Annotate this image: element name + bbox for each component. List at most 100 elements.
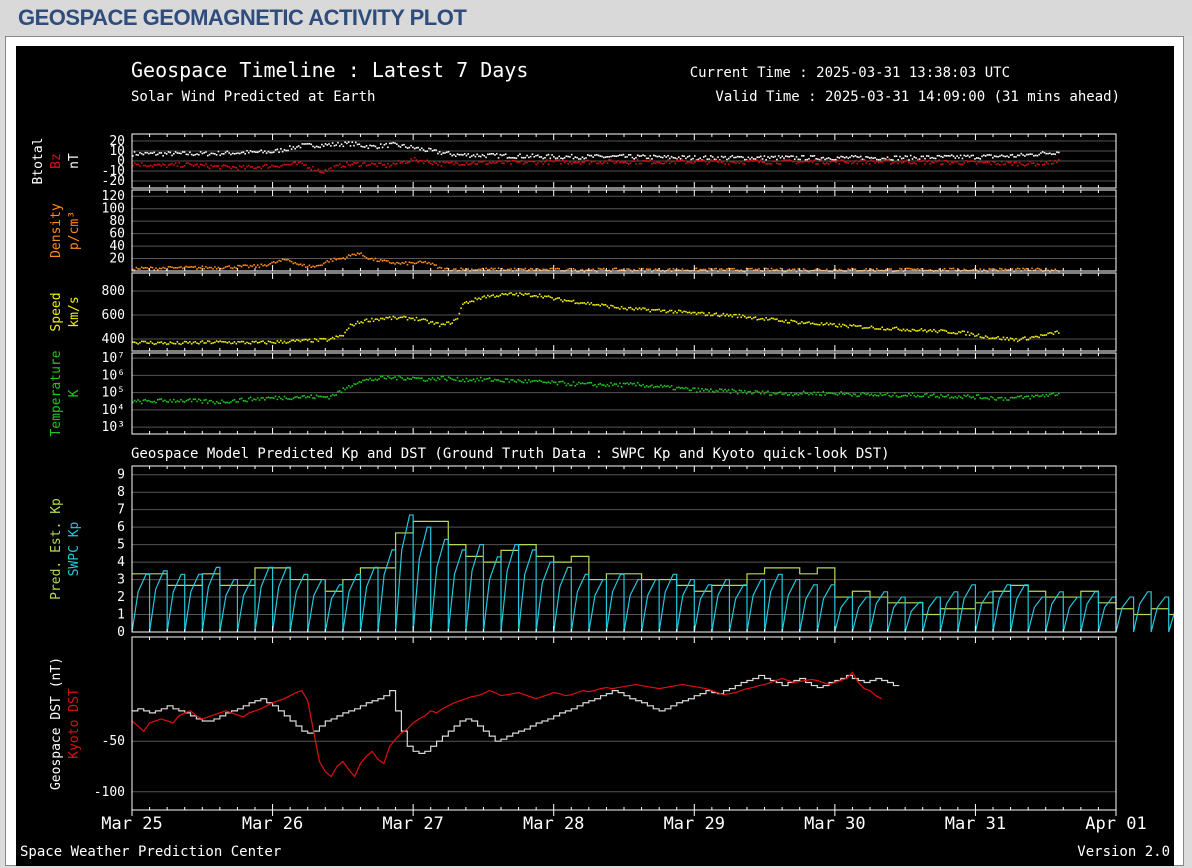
dens-point <box>228 265 230 267</box>
temp-point <box>315 394 318 397</box>
temp-point <box>274 395 277 398</box>
speed-point <box>917 329 919 332</box>
speed-point <box>435 322 437 324</box>
speed-point <box>758 318 760 321</box>
temp-point <box>506 378 509 380</box>
temp-point <box>958 395 960 397</box>
speed-point <box>742 314 744 317</box>
bz-point <box>777 163 780 165</box>
bt-point <box>761 158 764 160</box>
bz-point <box>208 167 211 170</box>
temp-point <box>463 380 466 383</box>
temp-point <box>649 385 652 388</box>
dens-point <box>132 268 134 271</box>
speed-point <box>656 308 659 311</box>
bz-point <box>292 161 295 164</box>
bz-point <box>272 165 275 167</box>
bt-point <box>999 155 1001 157</box>
bt-point <box>296 146 298 148</box>
dens-point <box>608 269 610 272</box>
speed-point <box>187 342 189 344</box>
dens-point <box>235 267 238 270</box>
y-tick-label: 7 <box>117 503 125 518</box>
bt-point <box>983 154 985 157</box>
bz-point <box>683 160 685 162</box>
speed-point <box>503 293 505 296</box>
speed-point <box>474 297 477 299</box>
bt-point <box>743 158 746 161</box>
bt-point <box>165 153 168 155</box>
speed-point <box>581 302 584 304</box>
bz-point <box>1056 161 1058 164</box>
bt-point <box>244 152 247 155</box>
temp-point <box>149 400 152 403</box>
bz-point <box>158 163 161 166</box>
temp-point <box>1016 395 1019 398</box>
bz-point <box>833 160 835 163</box>
temp-point <box>162 400 164 402</box>
bz-point <box>849 160 851 162</box>
bz-point <box>569 161 571 163</box>
bt-point <box>520 156 523 159</box>
bz-point <box>313 169 316 172</box>
temp-point <box>897 396 900 398</box>
speed-point <box>289 340 291 343</box>
bz-point <box>394 163 396 165</box>
speed-point <box>456 317 459 320</box>
dens-point <box>330 258 332 261</box>
bz-point <box>349 164 352 167</box>
bt-point <box>583 157 585 160</box>
temp-point <box>499 380 502 382</box>
bt-point <box>363 146 366 148</box>
speed-point <box>676 311 678 314</box>
bz-point <box>576 161 578 164</box>
speed-point <box>342 335 345 337</box>
speed-point <box>276 340 279 342</box>
dens-point <box>462 268 464 271</box>
dens-point <box>340 257 343 260</box>
temp-point <box>694 387 696 390</box>
bz-point <box>749 159 751 162</box>
bz-point <box>330 167 332 169</box>
dens-point <box>217 266 220 269</box>
temp-point <box>752 392 755 394</box>
bt-point <box>560 157 562 160</box>
geospace-plot-canvas: Geospace Timeline : Latest 7 Days Solar … <box>16 46 1174 866</box>
bt-point <box>633 157 635 160</box>
bz-point <box>578 161 580 164</box>
speed-point <box>711 314 714 317</box>
speed-point <box>647 308 650 311</box>
dens-point <box>983 268 985 271</box>
speed-point <box>544 295 546 297</box>
dens-point <box>417 261 420 263</box>
speed-point <box>936 331 939 334</box>
page-title: GEOSPACE GEOMAGNETIC ACTIVITY PLOT <box>18 5 467 30</box>
speed-point <box>815 323 817 326</box>
temp-point <box>446 379 448 382</box>
bz-point <box>601 163 603 165</box>
bt-point <box>547 153 550 156</box>
speed-point <box>472 300 475 303</box>
dens-point <box>338 257 341 260</box>
dens-point <box>847 268 850 270</box>
dens-point <box>297 263 300 266</box>
temp-point <box>133 399 136 402</box>
speed-point <box>444 323 446 326</box>
temp-point <box>658 386 660 388</box>
bz-point <box>672 160 675 163</box>
speed-point <box>153 343 156 345</box>
dens-point <box>206 267 209 269</box>
y-tick-label: 40 <box>109 239 125 254</box>
bz-point <box>890 162 892 165</box>
speed-point <box>392 315 395 318</box>
bz-point <box>483 160 486 163</box>
dens-point <box>958 269 960 271</box>
speed-point <box>132 341 134 343</box>
bt-point <box>551 154 553 156</box>
speed-point <box>385 316 387 319</box>
bz-point <box>585 159 587 162</box>
temp-point <box>328 398 330 400</box>
bt-point <box>636 154 639 157</box>
bt-point <box>349 145 352 147</box>
temp-point <box>849 393 851 396</box>
